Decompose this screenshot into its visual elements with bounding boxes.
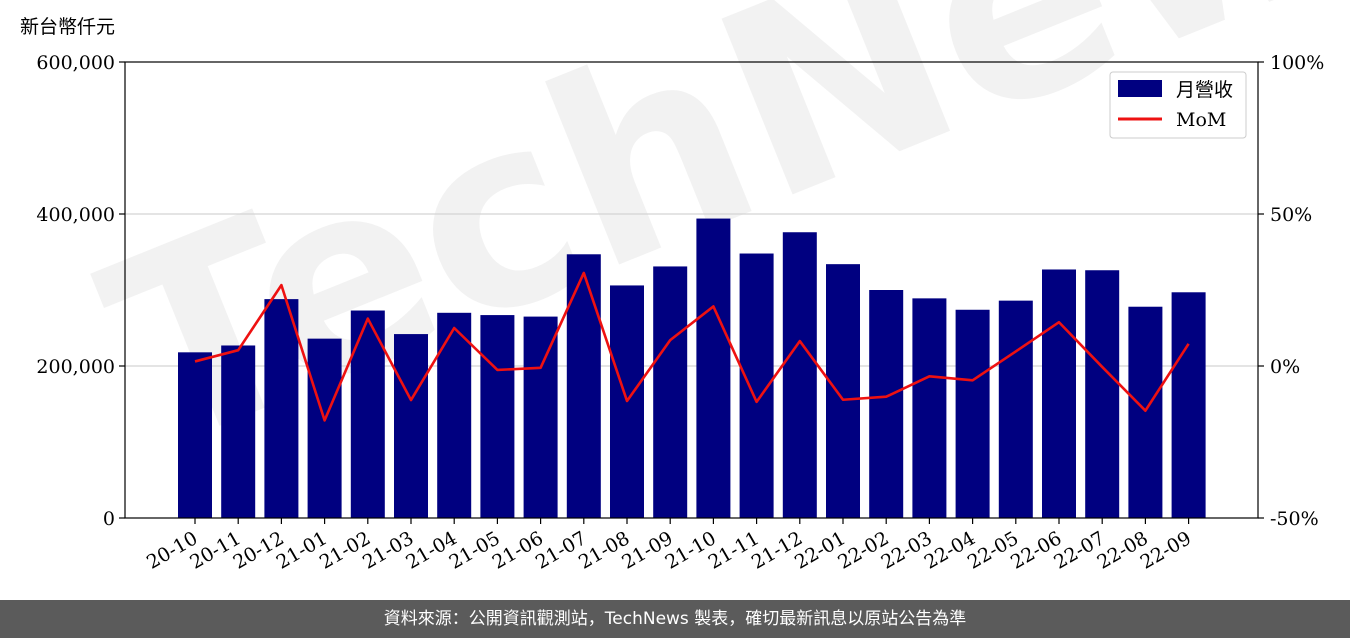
plot-frame xyxy=(124,61,1259,519)
mom-line-group xyxy=(194,271,1190,422)
revenue-bar xyxy=(912,298,947,518)
y-left-tick-label: 200,000 xyxy=(36,356,115,378)
revenue-bar xyxy=(1128,306,1163,518)
x-axis: 20-1020-1120-1221-0121-0221-0321-0421-05… xyxy=(143,518,1195,574)
y-right-tick-label: 50% xyxy=(1270,204,1312,226)
y-left-tick-label: 400,000 xyxy=(36,204,115,226)
legend: 月營收 MoM xyxy=(1109,71,1247,139)
revenue-bar xyxy=(307,338,342,518)
legend-bar-swatch xyxy=(1118,80,1162,97)
revenue-bar xyxy=(998,300,1033,518)
revenue-bar xyxy=(394,334,428,518)
x-tick-label: 22-09 xyxy=(1137,527,1195,573)
revenue-bar xyxy=(782,232,817,519)
y-unit-label: 新台幣仟元 xyxy=(20,16,115,38)
revenue-bar xyxy=(480,315,515,518)
revenue-bar xyxy=(826,264,860,518)
revenue-bar xyxy=(696,218,731,518)
revenue-bar xyxy=(566,254,601,518)
revenue-bar xyxy=(869,290,904,518)
y-right-tick-label: 0% xyxy=(1270,356,1300,378)
legend-label-mom: MoM xyxy=(1176,109,1226,131)
revenue-bar xyxy=(1085,270,1120,518)
revenue-bar xyxy=(264,299,299,518)
y-right-tick-label: -50% xyxy=(1270,508,1319,530)
y-left-tick-label: 600,000 xyxy=(36,52,115,74)
revenue-bar xyxy=(178,352,212,518)
y-axis-left: 0 200,000 400,000 600,000 xyxy=(36,52,125,530)
source-footer: 資料來源：公開資訊觀測站，TechNews 製表，確切最新訊息以原站公告為準 xyxy=(0,600,1350,638)
revenue-bar xyxy=(1171,292,1206,518)
revenue-bar xyxy=(1042,269,1076,518)
y-left-tick-label: 0 xyxy=(103,508,115,530)
revenue-bar xyxy=(653,266,688,518)
y-axis-right: -50% 0% 50% 100% xyxy=(1258,52,1324,530)
revenue-bar xyxy=(955,309,990,518)
mom-line xyxy=(194,271,1190,422)
y-right-tick-label: 100% xyxy=(1270,52,1324,74)
revenue-bar xyxy=(221,345,256,518)
revenue-bar xyxy=(523,316,558,518)
legend-label-revenue: 月營收 xyxy=(1176,79,1233,101)
revenue-bars xyxy=(178,218,1206,519)
revenue-bar xyxy=(437,312,472,518)
